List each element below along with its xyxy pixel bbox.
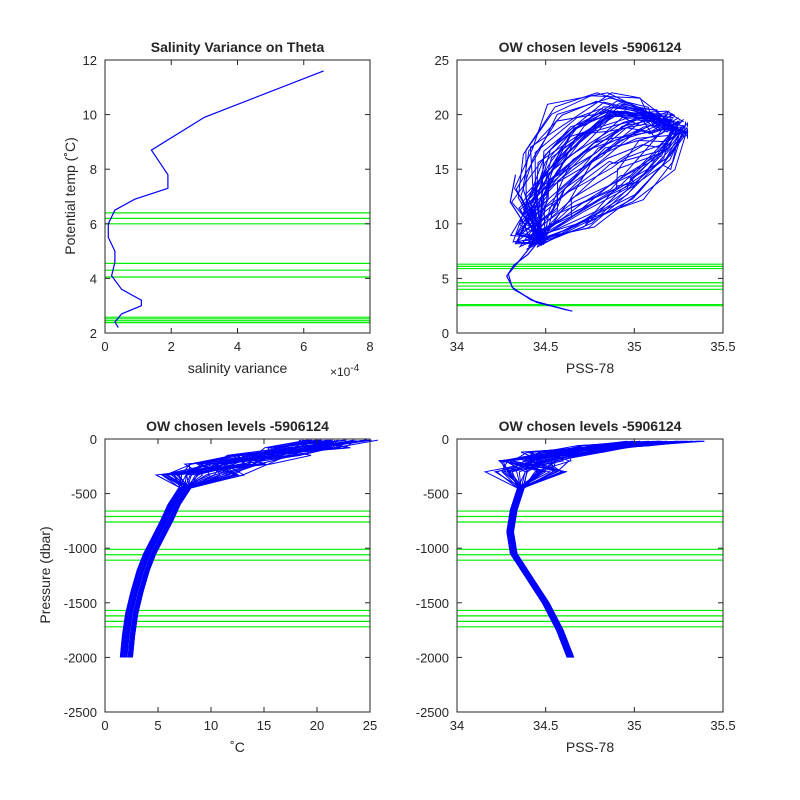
y-tick-label: -1000 <box>416 541 449 556</box>
y-tick-label: 4 <box>90 271 97 286</box>
panel-2-xlabel: PSS-78 <box>566 360 614 376</box>
x-tick-label: 20 <box>310 718 324 733</box>
profile-line <box>519 123 664 243</box>
panel-ow-salinity-theta: OW chosen levels -5906124 PSS-78 34 34.5 3… <box>435 39 736 376</box>
y-tick-label: -500 <box>71 487 97 502</box>
panel-1-title: Salinity Variance on Theta <box>151 39 325 55</box>
panel-3-title: OW chosen levels -5906124 <box>146 418 329 434</box>
x-tick-label: 34.5 <box>533 718 558 733</box>
panel-4-xlabel: PSS-78 <box>566 739 614 755</box>
y-tick-label: -2000 <box>64 650 97 665</box>
profile-line <box>506 440 687 658</box>
y-tick-label: 12 <box>83 53 97 68</box>
x-tick-label: 6 <box>300 339 307 354</box>
profile-line <box>535 125 685 244</box>
axes-box <box>104 438 371 713</box>
y-tick-label: -2500 <box>416 705 449 720</box>
x-tick-label: 34.5 <box>533 339 558 354</box>
y-tick-label: 25 <box>435 53 449 68</box>
axes-box <box>456 59 724 334</box>
panel-2-plot-area: 34 34.5 35 35.5 0 5 10 15 20 25 <box>435 53 736 354</box>
profile-line <box>121 439 345 658</box>
y-tick-label: 8 <box>90 162 97 177</box>
x-tick-label: 35 <box>627 718 641 733</box>
x-tick-label: 35.5 <box>710 718 735 733</box>
y-tick-label: -1500 <box>416 596 449 611</box>
panel-salinity-variance: Salinity Variance on Theta salinity vari… <box>62 39 374 379</box>
x-tick-label: 35.5 <box>710 339 735 354</box>
profile-line <box>513 92 667 237</box>
profile-line <box>506 440 629 658</box>
x-tick-label: 25 <box>363 718 377 733</box>
y-tick-label: 5 <box>442 271 449 286</box>
panel-4-title: OW chosen levels -5906124 <box>499 418 682 434</box>
profile-line <box>502 441 645 658</box>
profile-line <box>124 439 317 658</box>
x-tick-label: 4 <box>234 339 241 354</box>
profile-line <box>518 126 670 248</box>
y-tick-label: 20 <box>435 108 449 123</box>
panel-3-ylabel: Pressure (dbar) <box>37 526 53 623</box>
profile-line <box>520 114 664 237</box>
panel-ow-temp-pressure: OW chosen levels -5906124 ˚C Pressure (d… <box>37 418 378 755</box>
x-tick-label: 5 <box>154 718 161 733</box>
axes-box <box>456 438 724 713</box>
y-tick-label: 10 <box>435 217 449 232</box>
profile-line <box>128 439 309 658</box>
y-tick-label: -1000 <box>64 541 97 556</box>
y-tick-label: 15 <box>435 162 449 177</box>
x-tick-label: 0 <box>101 718 108 733</box>
profile-line <box>125 439 339 658</box>
panel-1-x-exponent: ×10-4 <box>330 363 360 379</box>
panel-2-title: OW chosen levels -5906124 <box>499 39 682 55</box>
x-tick-label: 8 <box>366 339 373 354</box>
x-tick-label: 34 <box>450 339 464 354</box>
profile-line <box>512 440 689 658</box>
profile-line <box>498 440 639 658</box>
y-tick-label: 6 <box>90 217 97 232</box>
x-tick-label: 34 <box>450 718 464 733</box>
x-tick-label: 10 <box>204 718 218 733</box>
profile-line <box>127 439 317 658</box>
x-tick-label: 35 <box>627 339 641 354</box>
y-tick-label: -500 <box>423 487 449 502</box>
profile-line <box>508 440 660 658</box>
x-tick-label: 0 <box>101 339 108 354</box>
profile-line <box>517 95 664 243</box>
profile-line <box>518 119 681 244</box>
x-tick-label: 15 <box>257 718 271 733</box>
panel-ow-salinity-pressure: OW chosen levels -5906124 PSS-78 34 34.5 3… <box>416 418 736 755</box>
panel-3-xlabel: ˚C <box>230 739 245 755</box>
y-tick-label: 0 <box>442 326 449 341</box>
profile-line <box>107 70 324 328</box>
profile-line <box>507 174 568 311</box>
panel-1-xlabel: salinity variance <box>188 360 288 376</box>
profile-line <box>130 439 342 658</box>
profile-line <box>536 128 688 248</box>
profile-line <box>509 109 663 239</box>
panel-4-plot-area: 34 34.5 35 35.5 -2500 -2000 -1500 -1000 -500 0 <box>416 432 736 733</box>
y-tick-label: -2000 <box>416 650 449 665</box>
y-tick-label: 0 <box>90 432 97 447</box>
y-tick-label: 10 <box>83 108 97 123</box>
y-tick-label: 0 <box>442 432 449 447</box>
profile-line <box>536 130 687 245</box>
profile-line <box>524 110 676 244</box>
profile-line <box>119 439 332 658</box>
x-tick-label: 2 <box>168 339 175 354</box>
profile-line <box>536 124 685 240</box>
y-tick-label: -1500 <box>64 596 97 611</box>
y-tick-label: -2500 <box>64 705 97 720</box>
panel-3-plot-area: 0 5 10 15 20 25 -2500 -2000 -1500 -1000 -500 0 <box>64 432 378 733</box>
panel-1-ylabel: Potential temp (˚C) <box>62 137 78 254</box>
profile-line <box>514 110 675 245</box>
y-tick-label: 2 <box>90 326 97 341</box>
